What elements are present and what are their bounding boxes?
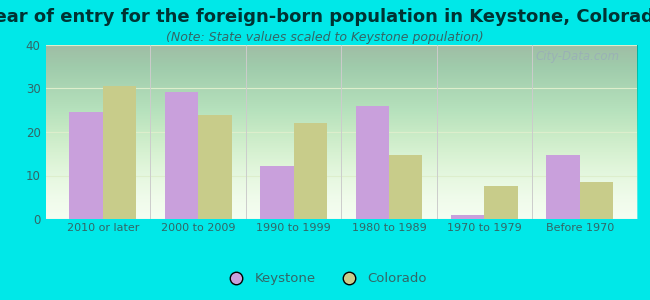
Bar [198,115,231,219]
Bar [260,166,294,219]
Bar [451,215,484,219]
Bar [484,186,518,219]
Bar [580,182,613,219]
Bar [389,155,422,219]
Bar [294,123,327,219]
Bar [164,92,198,219]
Text: Year of entry for the foreign-born population in Keystone, Colorado: Year of entry for the foreign-born popul… [0,8,650,26]
Bar [547,154,580,219]
Bar [70,112,103,219]
Legend: Keystone, Colorado: Keystone, Colorado [218,267,432,290]
Bar [103,86,136,219]
Text: (Note: State values scaled to Keystone population): (Note: State values scaled to Keystone p… [166,32,484,44]
Text: City-Data.com: City-Data.com [535,50,619,63]
Bar [356,106,389,219]
